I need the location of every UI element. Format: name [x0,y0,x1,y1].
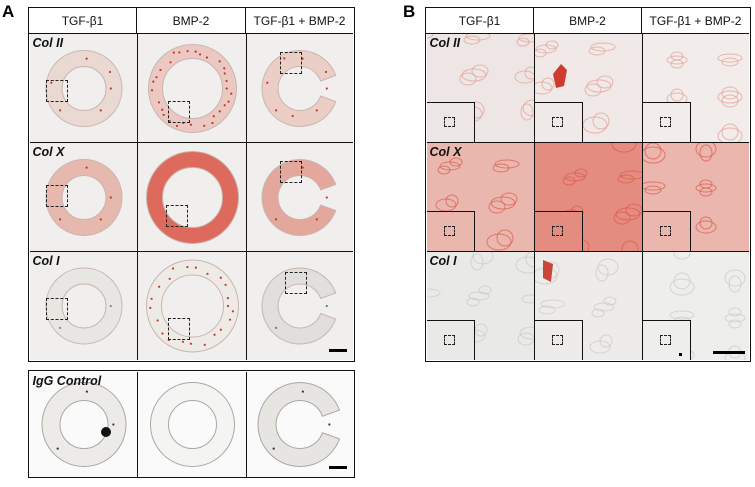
zoom-region-box [279,161,302,183]
igg-control-image-c2 [246,371,353,477]
row-label: Col I [32,254,60,268]
zoom-region-box [167,318,190,340]
row-label: Col X [32,145,65,159]
zoom-region-box [659,335,671,345]
zoom-region-box [443,335,455,345]
panel-a-header-tgf: TGF-β1 [29,8,137,34]
zoom-region-box [443,117,455,127]
scale-bar [328,465,347,469]
panel-a-image-r2-c2 [246,252,353,360]
tissue-ring [44,267,123,345]
zoom-region-box [45,298,68,320]
row-label: Col I [429,254,457,268]
tissue-texture [669,252,745,360]
panel-a-header-bmp: BMP-2 [137,8,246,34]
zoom-inset [426,211,475,251]
row-label: Col II [429,36,461,50]
panel-b-image-r0-c2 [642,34,749,143]
panel-a-image-r2-c1 [137,252,247,360]
panel-b-image-r2-c0: Col I [426,252,535,360]
scale-bar [712,351,745,354]
zoom-region-box [551,117,563,127]
tissue-texture [426,252,534,346]
panel-a-image-r1-c1 [137,143,247,252]
tissue-ring [149,381,235,467]
tissue-ring [261,50,336,127]
tissue-ring [261,159,336,236]
zoom-inset [426,320,475,360]
zoom-region-box [167,101,190,123]
zoom-inset [534,102,583,142]
zoom-inset [534,320,583,360]
tissue-ring [145,259,239,353]
tissue-ring [145,151,239,244]
panel-b-image-r1-c1 [534,143,643,252]
scale-bar [328,349,347,352]
panel-a-image-r2-c0: Col I [29,252,138,360]
zoom-region-box [551,226,563,236]
panel-a-image-r1-c2 [246,143,353,252]
zoom-inset [426,102,475,142]
panel-a-image-r0-c2 [246,34,353,143]
tissue-ring [257,381,340,467]
zoom-region-box [279,52,302,74]
panel-b-letter: B [403,2,416,21]
panel-b-header-combo: TGF-β1 + BMP-2 [642,8,749,34]
panel-b-header-bmp: BMP-2 [534,8,642,34]
tissue-ring [147,44,237,133]
row-label: Col II [32,36,64,50]
row-label: Col X [429,145,462,159]
panel-b-image-r1-c2 [642,143,749,252]
zoom-region-box [659,117,671,127]
panel-b-image-r2-c2 [642,252,749,360]
igg-control-image-c1 [137,371,247,477]
tissue-ring [44,50,123,127]
zoom-region-box [45,185,68,207]
panel-b-image-r2-c1 [534,252,643,360]
zoom-region-box [45,80,68,102]
row-label: IgG Control [32,373,102,388]
inset-scale-bar [678,353,682,356]
panel-b-image-r1-c0: Col X [426,143,535,252]
zoom-inset [642,102,691,142]
panel-a-letter: A [2,2,15,21]
zoom-region-box [551,335,563,345]
tissue-ring [261,267,336,345]
zoom-inset [642,211,691,251]
panel-a-image-r0-c1 [137,34,247,143]
panel-a-header-combo: TGF-β1 + BMP-2 [246,8,353,34]
zoom-region-box [284,272,307,294]
panel-a-image-r1-c0: Col X [29,143,138,252]
zoom-inset [642,320,691,360]
zoom-inset [534,211,583,251]
panel-a-image-r0-c0: Col II [29,34,138,143]
panel-b-image-r0-c0: Col II [426,34,535,143]
igg-control-image-c0: IgG Control [29,371,138,477]
tissue-ring [44,159,123,236]
zoom-region-box [659,226,671,236]
zoom-region-box [165,205,188,227]
tissue-ring [40,381,127,467]
zoom-region-box [443,226,455,236]
panel-b-header-tgf: TGF-β1 [426,8,534,34]
panel-b-image-r0-c1 [534,34,643,143]
